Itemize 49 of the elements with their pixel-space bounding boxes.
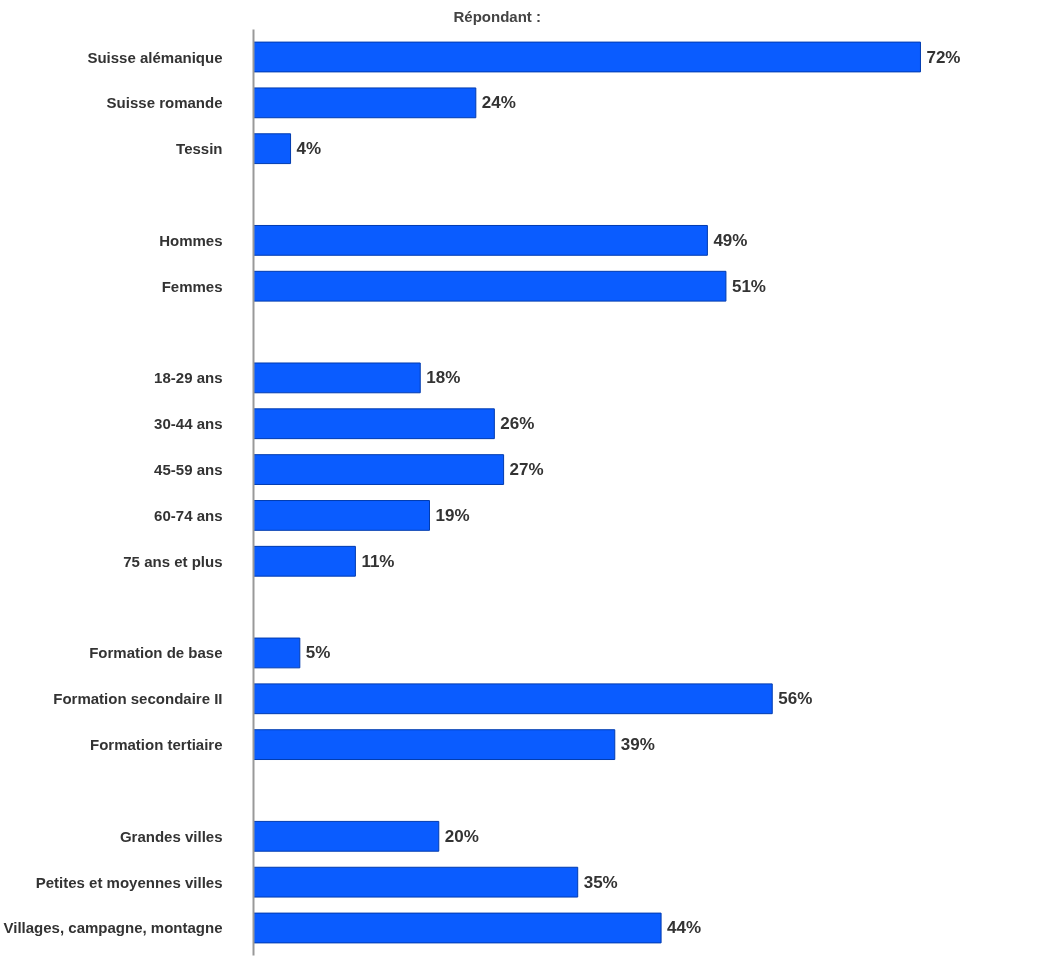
data-label: 19% — [435, 505, 470, 525]
data-label: 72% — [926, 47, 961, 67]
data-label: 49% — [713, 230, 748, 250]
bar — [253, 41, 921, 73]
y-tick-label: Suisse alémanique — [87, 48, 223, 66]
bar — [253, 224, 708, 256]
bar — [253, 87, 477, 119]
y-tick-label: 45-59 ans — [154, 461, 223, 479]
bar — [253, 683, 773, 715]
chart-title: Répondant : — [453, 7, 541, 25]
data-label: 51% — [731, 276, 766, 296]
y-tick-label: 75 ans et plus — [123, 552, 223, 570]
y-tick-label: Tessin — [176, 140, 223, 158]
bar — [253, 362, 421, 394]
data-label: 11% — [361, 551, 395, 571]
y-tick-label: Femmes — [161, 277, 223, 295]
y-tick-label: Villages, campagne, montagne — [3, 919, 223, 937]
bar — [253, 270, 727, 302]
data-label: 56% — [778, 689, 813, 709]
data-label: 18% — [426, 368, 461, 388]
y-tick-label: Formation tertiaire — [89, 736, 223, 754]
y-tick-label: 18-29 ans — [154, 369, 223, 387]
data-label: 5% — [305, 643, 331, 663]
bar — [253, 866, 579, 898]
bar — [253, 408, 495, 440]
y-tick-label: 30-44 ans — [154, 415, 223, 433]
y-tick-label: 60-74 ans — [154, 506, 223, 524]
y-tick-label: Grandes villes — [119, 827, 223, 845]
y-tick-label: Petites et moyennes villes — [35, 873, 223, 891]
bar — [253, 133, 292, 165]
bar — [253, 820, 440, 852]
data-label: 39% — [620, 735, 655, 755]
bar — [253, 545, 356, 577]
y-tick-label: Hommes — [159, 231, 223, 249]
y-tick-label: Formation secondaire II — [53, 690, 223, 708]
y-tick-label: Formation de base — [89, 644, 223, 662]
data-label: 4% — [296, 139, 322, 159]
bar — [253, 729, 616, 761]
bar — [253, 912, 662, 944]
data-label: 27% — [509, 460, 544, 480]
y-tick-label: Suisse romande — [106, 94, 223, 112]
data-label: 26% — [500, 414, 535, 434]
data-label: 20% — [444, 826, 479, 846]
data-label: 35% — [583, 872, 618, 892]
data-label: 44% — [667, 918, 702, 938]
data-label: 24% — [481, 93, 516, 113]
bar — [253, 637, 301, 669]
bar — [253, 500, 430, 531]
bar — [253, 454, 505, 485]
